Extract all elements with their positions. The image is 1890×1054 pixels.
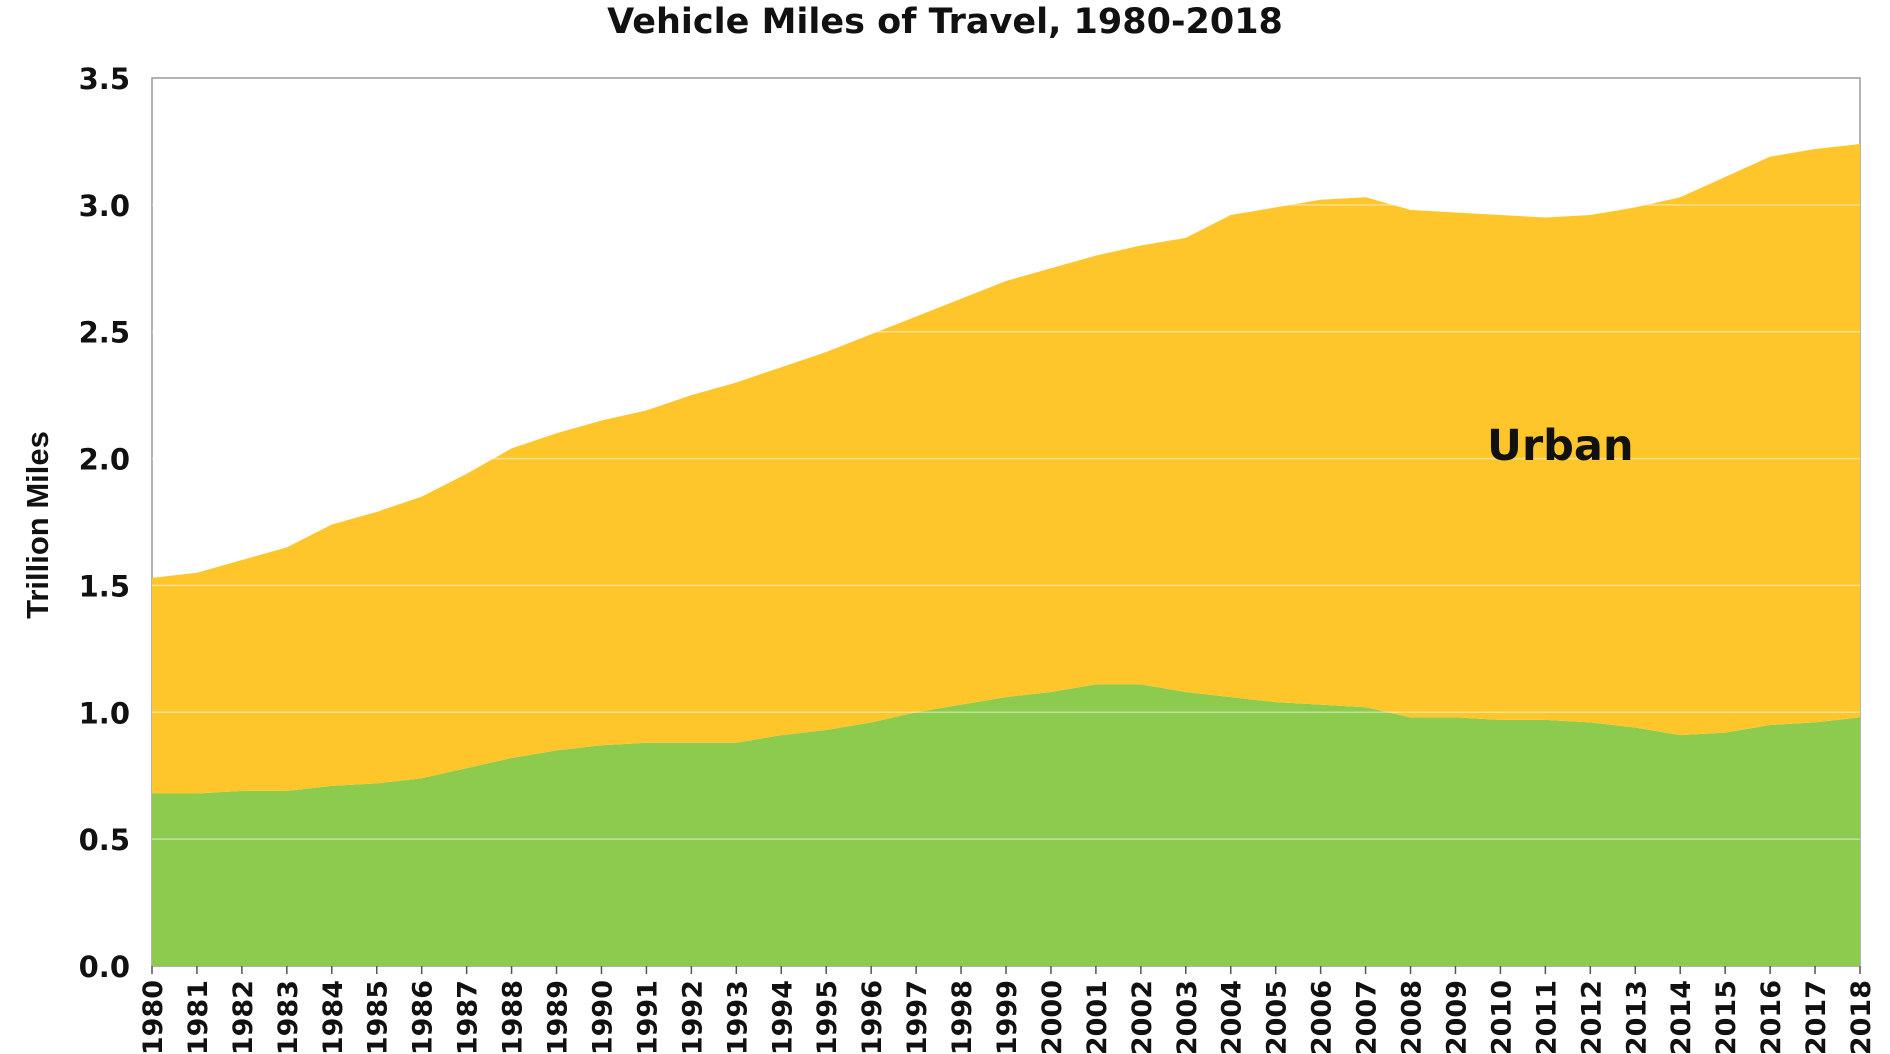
y-tick-label: 1.5 — [79, 569, 130, 603]
x-tick-label: 1985 — [363, 980, 394, 1054]
x-tick-label: 1996 — [857, 980, 888, 1054]
x-tick-label: 1987 — [453, 980, 484, 1054]
x-tick-label: 1988 — [498, 980, 529, 1054]
x-tick-label: 2000 — [1037, 980, 1068, 1054]
y-tick-label: 1.0 — [79, 696, 130, 730]
x-tick-label: 1989 — [543, 980, 574, 1054]
x-tick-label: 2015 — [1711, 980, 1742, 1054]
y-tick-label: 0.0 — [79, 950, 130, 984]
x-tick-label: 1994 — [767, 980, 798, 1054]
x-tick-label: 1997 — [902, 980, 933, 1054]
y-tick-label: 2.0 — [79, 443, 130, 477]
x-tick-label: 1980 — [138, 980, 169, 1054]
x-tick-label: 2009 — [1441, 980, 1472, 1054]
x-tick-label: 1995 — [812, 980, 843, 1054]
x-tick-label: 1982 — [228, 980, 259, 1054]
x-tick-label: 2012 — [1576, 980, 1607, 1054]
x-tick-label: 1993 — [722, 980, 753, 1054]
x-tick-label: 2013 — [1621, 980, 1652, 1054]
x-tick-label: 2004 — [1217, 980, 1248, 1054]
x-tick-label: 2018 — [1846, 980, 1877, 1054]
x-tick-label: 2010 — [1486, 980, 1517, 1054]
x-tick-label: 1998 — [947, 980, 978, 1054]
x-tick-label: 2014 — [1666, 980, 1697, 1054]
x-tick-label: 2017 — [1801, 980, 1832, 1054]
x-tick-label: 1981 — [183, 980, 214, 1054]
y-tick-label: 3.5 — [79, 62, 130, 96]
x-tick-label: 1990 — [587, 980, 618, 1054]
x-tick-label: 1986 — [408, 980, 439, 1054]
x-tick-label: 2005 — [1262, 980, 1293, 1054]
y-tick-label: 2.5 — [79, 316, 130, 350]
x-tick-label: 2011 — [1531, 980, 1562, 1054]
x-tick-label: 1999 — [992, 980, 1023, 1054]
x-tick-label: 2007 — [1352, 980, 1383, 1054]
x-tick-label: 1983 — [273, 980, 304, 1054]
y-tick-label: 0.5 — [79, 823, 130, 857]
y-tick-label: 3.0 — [79, 189, 130, 223]
x-tick-label: 1992 — [677, 980, 708, 1054]
x-tick-label: 1991 — [632, 980, 663, 1054]
x-tick-label: 2006 — [1307, 980, 1338, 1054]
x-tick-label: 2002 — [1127, 980, 1158, 1054]
x-tick-label: 1984 — [318, 980, 349, 1054]
annotation-label: Urban — [1487, 421, 1634, 471]
x-tick-label: 2001 — [1082, 980, 1113, 1054]
x-tick-label: 2003 — [1172, 980, 1203, 1054]
x-tick-label: 2016 — [1756, 980, 1787, 1054]
x-tick-label: 2008 — [1397, 980, 1428, 1054]
